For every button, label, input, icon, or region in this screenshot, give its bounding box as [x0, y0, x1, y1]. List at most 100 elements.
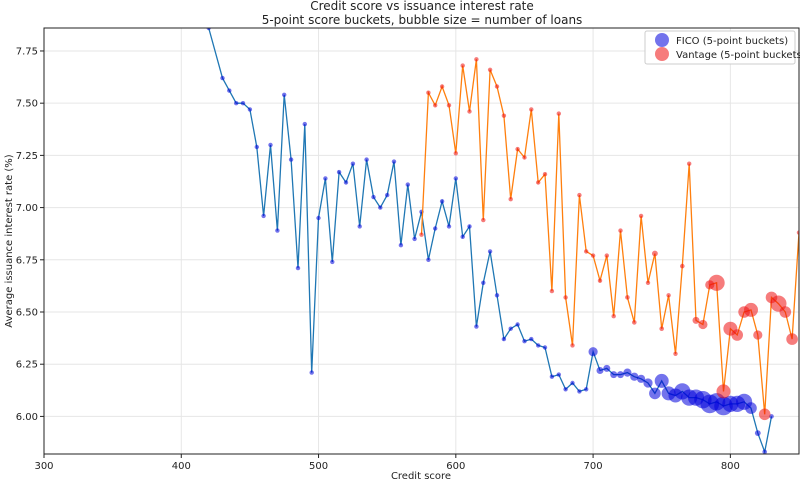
data-point-0: [302, 121, 307, 127]
legend-label-vantage: Vantage (5-point buckets): [676, 50, 800, 61]
data-point-1: [426, 90, 431, 95]
y-tick-label: 6.50: [16, 308, 38, 319]
data-point-0: [481, 280, 486, 285]
data-point-1: [652, 250, 658, 257]
data-point-1: [687, 161, 692, 166]
y-tick-label: 6.00: [16, 412, 38, 423]
data-point-1: [618, 228, 623, 233]
data-point-0: [596, 367, 604, 374]
data-point-0: [563, 387, 568, 392]
data-point-0: [522, 339, 527, 344]
data-point-1: [549, 288, 555, 294]
data-point-0: [453, 176, 458, 181]
y-tick-label: 6.75: [16, 255, 38, 266]
data-point-0: [227, 88, 232, 93]
data-point-0: [570, 380, 575, 386]
data-point-0: [282, 92, 287, 98]
data-point-0: [391, 159, 397, 164]
data-point-1: [508, 197, 513, 202]
data-point-0: [536, 343, 541, 348]
x-axis: 300 400 500 600 700 800: [34, 454, 740, 472]
data-point-1: [673, 351, 678, 356]
data-point-1: [474, 57, 479, 62]
data-point-0: [745, 402, 757, 414]
data-point-0: [316, 215, 321, 221]
data-point-1: [632, 320, 637, 325]
data-point-1: [529, 107, 534, 112]
data-point-0: [501, 336, 507, 342]
data-point-1: [570, 343, 575, 348]
data-point-1: [666, 293, 671, 298]
data-point-1: [439, 84, 445, 89]
data-point-1: [758, 408, 771, 421]
data-point-0: [336, 169, 342, 175]
data-point-0: [439, 199, 445, 204]
data-point-0: [584, 387, 589, 392]
data-point-0: [405, 182, 410, 187]
data-point-1: [779, 306, 792, 318]
data-point-1: [487, 67, 493, 73]
data-point-0: [268, 142, 273, 148]
data-point-1: [597, 278, 603, 283]
y-axis-label: Average issuance interest rate (%): [4, 154, 15, 328]
x-tick-label: 500: [309, 461, 328, 472]
data-point-0: [494, 293, 500, 298]
data-point-0: [371, 194, 376, 200]
data-point-0: [610, 371, 618, 379]
data-point-1: [731, 329, 743, 341]
chart-subtitle: 5-point score buckets, bubble size = num…: [262, 13, 583, 27]
x-axis-label: Credit score: [391, 471, 451, 482]
data-point-0: [617, 371, 624, 379]
data-point-0: [398, 243, 404, 248]
data-point-1: [494, 84, 500, 89]
data-point-0: [254, 144, 259, 150]
grid: [43, 28, 799, 454]
data-point-0: [508, 326, 513, 331]
data-point-0: [474, 324, 479, 329]
data-point-0: [385, 192, 390, 198]
data-point-0: [220, 75, 225, 81]
chart-title: Credit score vs issuance interest rate: [310, 0, 534, 13]
legend-marker-fico: [655, 33, 669, 47]
data-point-0: [637, 374, 646, 383]
data-point-0: [762, 449, 767, 454]
x-tick-label: 300: [34, 461, 53, 472]
data-point-0: [350, 161, 356, 166]
y-tick-label: 7.00: [16, 203, 38, 214]
data-point-1: [708, 274, 725, 291]
data-point-1: [659, 326, 664, 332]
data-point-0: [309, 370, 314, 375]
data-point-1: [638, 213, 644, 219]
legend-label-fico: FICO (5-point buckets): [676, 36, 788, 47]
data-point-0: [446, 224, 452, 229]
data-point-0: [556, 372, 561, 377]
data-point-0: [603, 364, 611, 372]
data-point-0: [467, 224, 472, 229]
data-point-0: [623, 368, 632, 377]
y-tick-label: 6.25: [16, 360, 38, 371]
data-point-1: [542, 172, 548, 177]
data-point-0: [577, 389, 582, 394]
x-tick-label: 800: [721, 461, 740, 472]
data-point-0: [649, 387, 661, 400]
data-point-0: [330, 259, 335, 265]
data-point-0: [588, 347, 598, 357]
data-point-1: [556, 111, 561, 116]
data-point-0: [426, 257, 431, 262]
data-point-1: [481, 217, 486, 223]
x-tick-label: 700: [584, 461, 603, 472]
y-tick-label: 7.50: [16, 99, 38, 110]
data-point-0: [240, 101, 246, 106]
data-point-1: [716, 384, 731, 399]
data-point-1: [786, 333, 798, 345]
y-tick-label: 7.75: [16, 46, 38, 57]
plot-area: [206, 28, 799, 454]
data-point-1: [446, 103, 452, 108]
data-point-1: [625, 295, 630, 300]
data-point-0: [275, 228, 280, 233]
data-point-1: [753, 330, 763, 340]
data-point-1: [680, 263, 685, 269]
data-point-0: [206, 28, 211, 31]
data-point-0: [529, 336, 534, 342]
